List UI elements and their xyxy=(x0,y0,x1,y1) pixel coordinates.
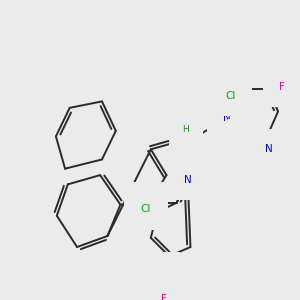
Text: F: F xyxy=(288,72,294,82)
Text: Cl: Cl xyxy=(226,91,236,101)
Text: F: F xyxy=(161,294,167,300)
Text: N: N xyxy=(265,144,273,154)
Text: H: H xyxy=(253,143,259,152)
Text: F: F xyxy=(150,283,156,292)
Text: F: F xyxy=(279,82,285,92)
Text: Cl: Cl xyxy=(140,204,151,214)
Text: N: N xyxy=(223,113,230,123)
Text: N: N xyxy=(184,175,192,185)
Text: N: N xyxy=(145,198,153,208)
Text: N: N xyxy=(244,135,251,145)
Text: F: F xyxy=(159,268,165,278)
Text: H: H xyxy=(182,124,189,134)
Text: F: F xyxy=(280,59,286,70)
